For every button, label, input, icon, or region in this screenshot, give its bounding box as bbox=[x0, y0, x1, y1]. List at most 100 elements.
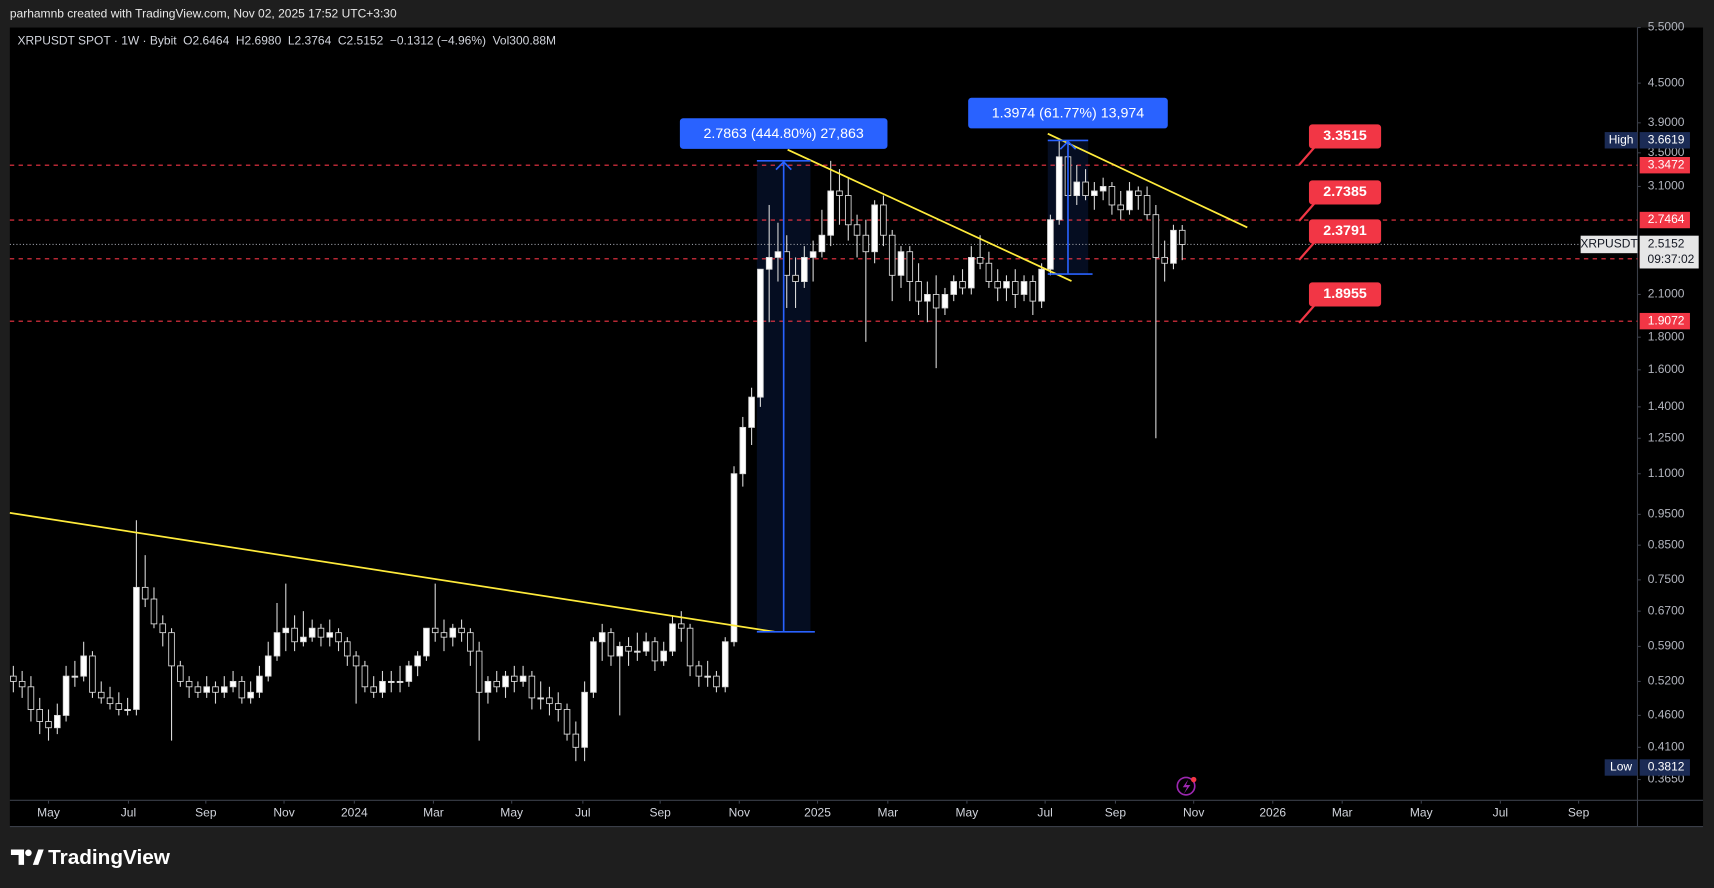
candle-body bbox=[106, 697, 114, 705]
candle-body bbox=[115, 703, 123, 710]
callout-label: 1.8955 bbox=[1323, 286, 1367, 302]
candle-body bbox=[203, 686, 210, 693]
candle-body bbox=[625, 645, 632, 652]
high-tag bbox=[1639, 132, 1690, 149]
candle-body bbox=[54, 714, 61, 729]
y-tick-label: 3.5000 bbox=[1648, 145, 1685, 159]
candle-body bbox=[572, 733, 580, 748]
x-tick-label: Sep bbox=[1105, 806, 1127, 820]
x-tick-label: May bbox=[500, 806, 523, 820]
candle-body bbox=[704, 675, 711, 678]
candle-body bbox=[458, 627, 465, 634]
header: parhamnb created with TradingView.com, N… bbox=[10, 7, 397, 21]
measure-label-box bbox=[968, 97, 1168, 129]
candle-body bbox=[581, 691, 588, 748]
candle-body bbox=[818, 234, 826, 253]
candle-body bbox=[985, 262, 993, 282]
low-tag bbox=[1639, 759, 1690, 776]
brand-logo bbox=[10, 849, 44, 865]
measure-label: 1.3974 (61.77%) 13,974 bbox=[992, 105, 1145, 121]
candle-body bbox=[1135, 190, 1142, 197]
callout-box bbox=[1308, 219, 1382, 244]
level-tag-label: 2.7464 bbox=[1648, 212, 1685, 226]
high-tag-name-box bbox=[1604, 132, 1638, 149]
candle-body bbox=[651, 641, 659, 662]
candle-body bbox=[194, 686, 202, 693]
candle-body bbox=[590, 641, 597, 693]
candle-body bbox=[133, 586, 140, 710]
candle-body bbox=[344, 641, 351, 657]
candle-body bbox=[880, 204, 887, 236]
x-tick-label: Nov bbox=[729, 806, 750, 820]
candle-body bbox=[168, 632, 175, 667]
candle-body bbox=[809, 251, 817, 258]
legend-item: O2.6464 bbox=[183, 34, 229, 48]
candle-body bbox=[1011, 281, 1019, 295]
candle-body bbox=[282, 627, 290, 634]
candle-body bbox=[1161, 256, 1168, 264]
candle-body bbox=[370, 686, 377, 693]
candle-body bbox=[862, 234, 870, 253]
y-tick-label: 4.5000 bbox=[1648, 75, 1685, 89]
candle-body bbox=[968, 256, 975, 289]
candle-body bbox=[396, 680, 404, 683]
x-tick-label: May bbox=[1410, 806, 1433, 820]
candle-body bbox=[713, 675, 720, 688]
candle-body bbox=[414, 655, 421, 667]
measure-label: 2.7863 (444.80%) 27,863 bbox=[704, 126, 864, 142]
x-tick-label: Jul bbox=[575, 806, 590, 820]
plot-area bbox=[9, 27, 1704, 827]
candle-body bbox=[634, 650, 641, 653]
x-tick-label: Jul bbox=[121, 806, 136, 820]
candle-body bbox=[484, 680, 492, 693]
candle-body bbox=[897, 251, 905, 276]
candle-body bbox=[493, 680, 501, 688]
candle-body bbox=[264, 655, 272, 677]
candle-body bbox=[387, 680, 395, 683]
current-tag bbox=[1639, 235, 1699, 269]
candle-body bbox=[801, 256, 808, 282]
candle-body bbox=[71, 675, 79, 678]
arrow-head bbox=[1059, 140, 1077, 150]
x-tick-label: Jul bbox=[1493, 806, 1508, 820]
candle-body bbox=[10, 675, 17, 682]
candle-body bbox=[1082, 181, 1089, 197]
x-tick-label: Sep bbox=[195, 806, 217, 820]
y-tick-label: 0.7500 bbox=[1648, 572, 1685, 586]
candle-body bbox=[502, 675, 509, 688]
candle-body bbox=[440, 632, 448, 638]
candle-body bbox=[326, 632, 334, 638]
candle-body bbox=[431, 627, 439, 634]
level-tag bbox=[1639, 157, 1690, 174]
candle-body bbox=[932, 294, 940, 309]
candle-body bbox=[765, 256, 773, 270]
candle-body bbox=[1003, 281, 1010, 289]
candle-body bbox=[1073, 181, 1081, 197]
x-tick-label: Jul bbox=[1037, 806, 1052, 820]
candle-body bbox=[695, 665, 703, 677]
candle-body bbox=[757, 268, 764, 398]
candle-body bbox=[308, 627, 316, 638]
x-tick-label: Mar bbox=[423, 806, 444, 820]
candle-body bbox=[1099, 186, 1107, 192]
callout-box bbox=[1308, 180, 1382, 205]
level-tag bbox=[1639, 312, 1690, 330]
candle-body bbox=[783, 251, 791, 276]
candle-body bbox=[511, 675, 518, 682]
candle-body bbox=[1029, 281, 1037, 302]
x-tick-label: May bbox=[37, 806, 60, 820]
candle-body bbox=[1178, 229, 1186, 245]
candle-body bbox=[660, 650, 667, 662]
candle-body bbox=[335, 632, 342, 643]
candle-body bbox=[853, 224, 861, 236]
candle-body bbox=[1055, 156, 1063, 221]
candle-body bbox=[1020, 281, 1028, 295]
candle-body bbox=[669, 623, 676, 652]
candle-body bbox=[994, 281, 1001, 289]
callout-box bbox=[1308, 282, 1382, 307]
x-tick-label: May bbox=[956, 806, 979, 820]
trendline bbox=[9, 512, 775, 633]
y-tick-label: 5.5000 bbox=[1648, 20, 1685, 34]
x-tick-label: Nov bbox=[1183, 806, 1204, 820]
candle-body bbox=[256, 675, 263, 693]
